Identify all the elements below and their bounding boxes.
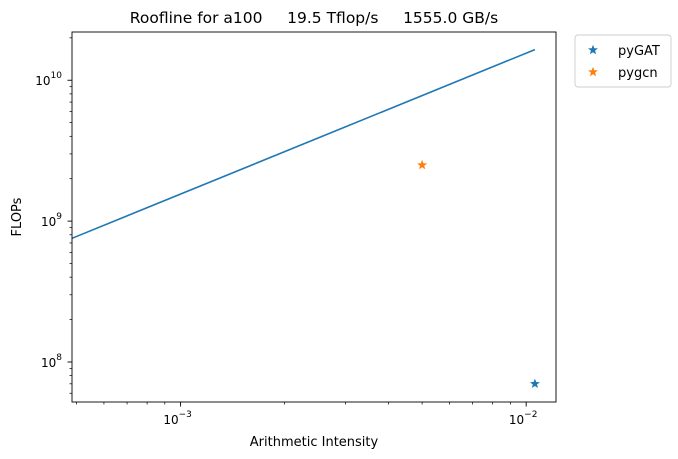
legend: pyGAT pygcn [574, 34, 672, 88]
legend-marker-pygat [588, 44, 598, 55]
data-markers [417, 159, 540, 389]
plot-frame [71, 31, 557, 403]
data-point-pygat [529, 378, 540, 389]
legend-marker-pygcn [588, 66, 598, 77]
legend-frame [574, 34, 672, 88]
y-axis-ticks: 108 109 1010 [35, 37, 72, 394]
y-tick-label: 1010 [35, 71, 62, 88]
data-point-pygcn [417, 159, 428, 170]
y-tick-label: 108 [41, 353, 62, 370]
legend-label-pygcn: pygcn [618, 66, 658, 81]
x-tick-label: 10−2 [509, 410, 538, 427]
x-tick-label: 10−3 [163, 410, 192, 427]
legend-label-pygat: pyGAT [618, 44, 660, 59]
chart-title: Roofline for a100 19.5 Tflop/s 1555.0 GB… [130, 9, 498, 27]
y-axis-label: FLOPs [10, 197, 25, 236]
y-tick-label: 109 [41, 212, 62, 229]
x-axis-ticks: 10−3 10−2 [76, 402, 538, 427]
roofline-line [72, 48, 536, 240]
x-axis-label: Arithmetic Intensity [250, 435, 379, 450]
